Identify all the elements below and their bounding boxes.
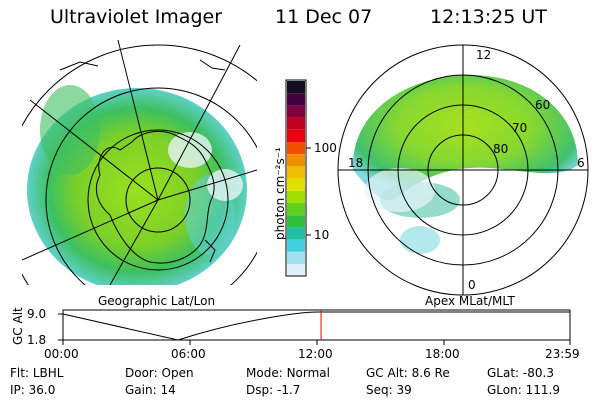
info-glat: GLat: -80.3 xyxy=(487,366,554,380)
info-mode: Mode: Normal xyxy=(246,366,330,380)
altitude-tick-1-8: 1.8 xyxy=(27,333,47,347)
time-tick-0000: 00:00 xyxy=(44,347,79,361)
mlt-label-18: 18 xyxy=(348,156,364,170)
info-ip: IP: 36.0 xyxy=(10,383,56,397)
info-gain: Gain: 14 xyxy=(125,383,176,397)
info-flt: Flt: LBHL xyxy=(10,366,64,380)
time-tick-1800: 18:00 xyxy=(425,347,460,361)
instrument-title: Ultraviolet Imager xyxy=(50,6,223,28)
geographic-map xyxy=(22,40,257,285)
mlat-label-80: 80 xyxy=(493,142,509,156)
mlt-label-0: 0 xyxy=(468,278,476,292)
mlat-label-70: 70 xyxy=(512,121,528,135)
colorbar-unit-label: photon cm⁻²s⁻¹ xyxy=(273,147,287,240)
info-dsp: Dsp: -1.7 xyxy=(246,383,301,397)
mlat-label-60: 60 xyxy=(535,98,551,112)
date-label: 11 Dec 07 xyxy=(275,6,373,28)
info-door: Door: Open xyxy=(125,366,194,380)
time-label: 12:13:25 UT xyxy=(430,6,547,28)
mlt-label-6: 6 xyxy=(577,156,585,170)
time-tick-2359: 23:59 xyxy=(545,347,580,361)
colorbar xyxy=(285,79,311,277)
info-glon: GLon: 111.9 xyxy=(487,383,560,397)
apex-panel-label: Apex MLat/MLT xyxy=(425,294,515,308)
colorbar-tick-100: 100 xyxy=(314,141,337,155)
altitude-strip-chart xyxy=(58,309,571,345)
info-seq: Seq: 39 xyxy=(366,383,412,397)
continent-outline xyxy=(95,131,215,264)
info-gc-alt: GC Alt: 8.6 Re xyxy=(366,366,450,380)
altitude-axis-label: GC Alt xyxy=(11,307,25,345)
time-tick-0600: 06:00 xyxy=(171,347,206,361)
mlt-label-12: 12 xyxy=(476,48,492,62)
time-tick-1200: 12:00 xyxy=(298,347,333,361)
geographic-panel-label: Geographic Lat/Lon xyxy=(98,294,216,308)
colorbar-tick-10: 10 xyxy=(314,228,330,242)
altitude-tick-9-0: 9.0 xyxy=(27,307,47,321)
mlat-mlt-polar-plot xyxy=(337,44,589,296)
